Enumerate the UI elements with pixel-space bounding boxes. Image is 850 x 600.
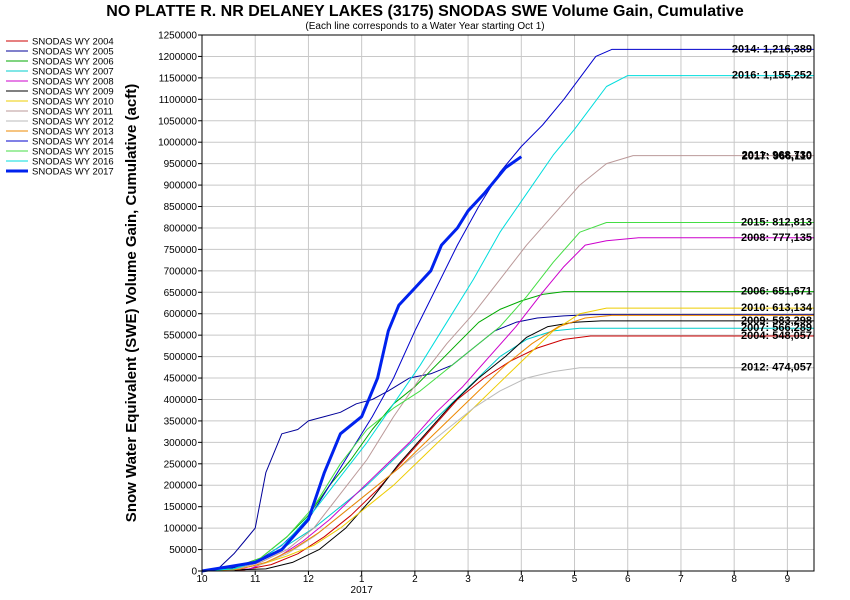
y-tick-label: 950000 xyxy=(164,159,198,170)
series-end-label: 2012: 474,057 xyxy=(741,362,812,374)
y-tick-label: 1000000 xyxy=(158,138,197,149)
series-end-label: 2009: 583,298 xyxy=(741,315,812,327)
y-tick-label: 650000 xyxy=(164,288,198,299)
x-tick-label: 4 xyxy=(519,574,525,585)
y-tick-label: 200000 xyxy=(164,481,198,492)
y-tick-label: 1250000 xyxy=(158,31,197,42)
y-tick-label: 900000 xyxy=(164,181,198,192)
y-tick-label: 1150000 xyxy=(159,73,198,84)
series-end-label: 2010: 613,134 xyxy=(741,302,813,314)
y-tick-label: 350000 xyxy=(164,416,198,427)
y-tick-label: 250000 xyxy=(164,459,198,470)
series-end-label: 2004: 548,057 xyxy=(741,330,812,342)
y-tick-label: 150000 xyxy=(164,502,198,513)
legend-entry: SNODAS WY 2012 xyxy=(32,117,114,128)
series-end-label: 2015: 812,813 xyxy=(741,216,812,228)
y-axis-label: Snow Water Equivalent (SWE) Volume Gain,… xyxy=(123,84,140,522)
x-tick-label: 12 xyxy=(303,574,315,585)
y-tick-label: 500000 xyxy=(164,352,198,363)
y-tick-label: 1200000 xyxy=(158,52,197,63)
legend-entry: SNODAS WY 2006 xyxy=(32,57,114,68)
y-tick-label: 750000 xyxy=(164,245,198,256)
series-end-label: 2006: 651,671 xyxy=(741,286,812,298)
series-line-snodas-wy-2008 xyxy=(201,237,814,572)
x-tick-label: 2 xyxy=(412,574,418,585)
x-year-label: 2017 xyxy=(351,585,374,596)
x-tick-label: 11 xyxy=(250,574,261,585)
x-tick-label: 9 xyxy=(785,574,791,585)
series-line-snodas-wy-2004 xyxy=(201,335,814,572)
series-end-label: 2014: 1,216,389 xyxy=(732,43,812,55)
y-tick-label: 0 xyxy=(191,567,197,578)
x-tick-label: 7 xyxy=(678,574,684,585)
legend-entry: SNODAS WY 2007 xyxy=(32,67,114,78)
plot-frame xyxy=(201,34,815,572)
y-tick-label: 850000 xyxy=(164,202,198,213)
series-end-label: 2016: 1,155,252 xyxy=(732,70,812,82)
legend-entry: SNODAS WY 2009 xyxy=(32,87,114,98)
y-tick-label: 600000 xyxy=(164,309,198,320)
legend-entry: SNODAS WY 2008 xyxy=(32,77,114,88)
series-end-label: 2017: 966,110 xyxy=(742,151,812,163)
legend-entry: SNODAS WY 2016 xyxy=(32,157,114,168)
y-tick-label: 700000 xyxy=(164,266,198,277)
series-line-snodas-wy-2015 xyxy=(201,222,814,572)
series-line-snodas-wy-2009 xyxy=(201,320,814,572)
legend-entry: SNODAS WY 2017 xyxy=(32,167,114,178)
y-tick-label: 800000 xyxy=(164,223,198,234)
legend-entry: SNODAS WY 2013 xyxy=(32,127,114,138)
x-tick-label: 8 xyxy=(731,574,737,585)
legend-entry: SNODAS WY 2004 xyxy=(32,37,114,48)
x-tick-label: 10 xyxy=(196,574,208,585)
y-tick-label: 50000 xyxy=(169,545,197,556)
legend-entry: SNODAS WY 2005 xyxy=(32,47,114,58)
y-tick-label: 550000 xyxy=(164,331,198,342)
legend-entry: SNODAS WY 2014 xyxy=(32,137,114,148)
plot-background xyxy=(202,35,814,571)
series-lines xyxy=(201,48,814,573)
x-tick-label: 1 xyxy=(359,574,365,585)
legend-entry: SNODAS WY 2015 xyxy=(32,147,114,158)
legend-entry: SNODAS WY 2010 xyxy=(32,97,114,108)
y-tick-label: 1100000 xyxy=(159,95,198,106)
legend-entry: SNODAS WY 2011 xyxy=(32,107,113,118)
chart-subtitle: (Each line corresponds to a Water Year s… xyxy=(305,21,545,32)
x-tick-label: 5 xyxy=(572,574,578,585)
series-line-snodas-wy-2013 xyxy=(201,314,814,572)
series-end-label: 2008: 777,135 xyxy=(741,232,812,244)
series-line-snodas-wy-2016 xyxy=(201,75,814,572)
y-tick-label: 1050000 xyxy=(158,116,197,127)
series-line-snodas-wy-2017 xyxy=(201,155,523,573)
chart-title: NO PLATTE R. NR DELANEY LAKES (3175) SNO… xyxy=(106,3,744,20)
y-axis-ticks: 0 50000 100000 150000 200000 250000 300000 3500… xyxy=(158,31,202,578)
series-line-snodas-wy-2011 xyxy=(201,155,814,572)
y-tick-label: 300000 xyxy=(164,438,198,449)
series-line-snodas-wy-2012 xyxy=(201,367,814,572)
series-end-label: 2007: 566,289 xyxy=(741,322,812,334)
y-tick-label: 450000 xyxy=(164,374,198,385)
series-end-label: 2011: 968,730 xyxy=(742,150,812,162)
y-tick-label: 100000 xyxy=(164,524,198,535)
x-tick-label: 6 xyxy=(625,574,631,585)
y-tick-label: 400000 xyxy=(164,395,198,406)
x-tick-label: 3 xyxy=(465,574,471,585)
